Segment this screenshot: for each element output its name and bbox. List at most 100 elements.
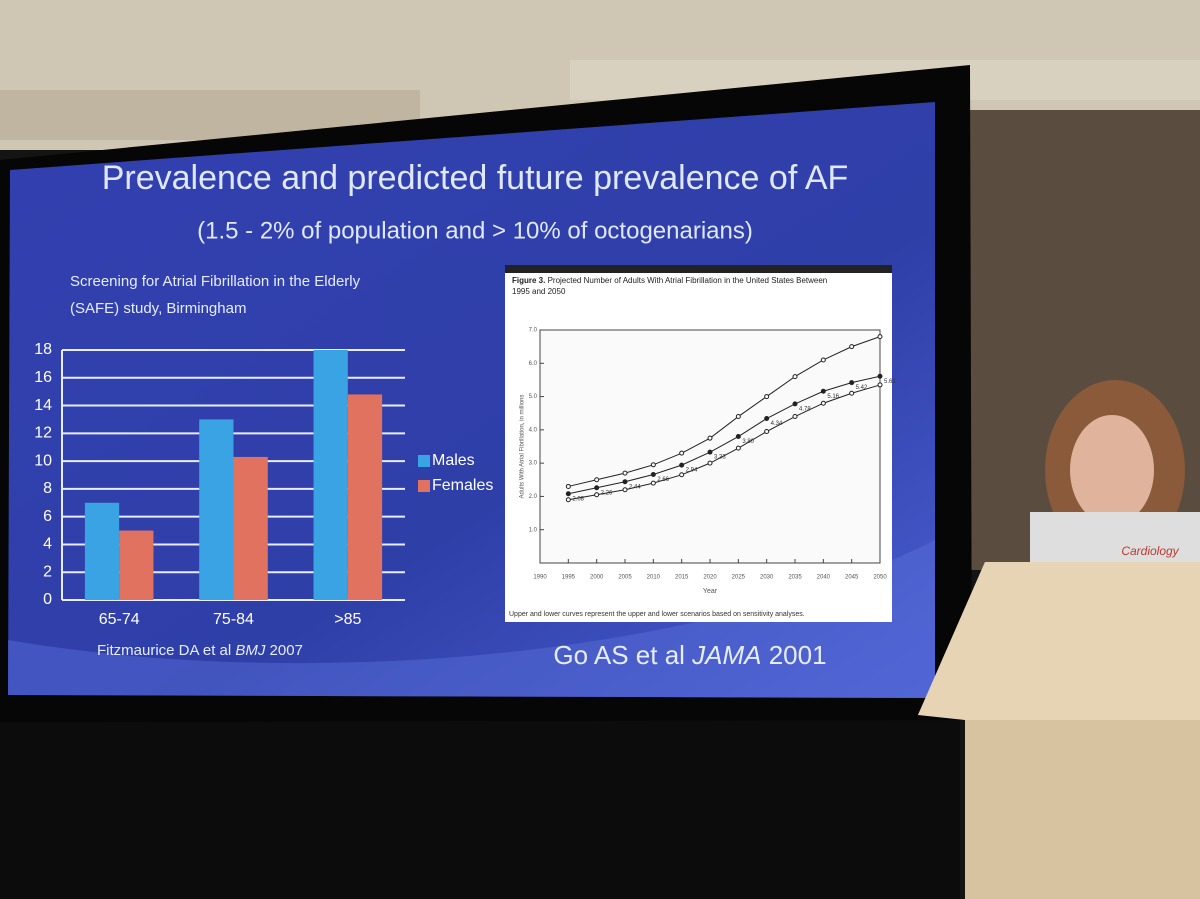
data-point	[707, 460, 713, 466]
data-point	[565, 491, 571, 497]
chart-source-part: Go AS et al	[553, 640, 692, 670]
stage	[0, 720, 960, 899]
figure-bar	[505, 265, 892, 273]
data-point	[877, 334, 883, 340]
data-point	[707, 435, 713, 441]
x-tick-label: 2045	[845, 575, 859, 581]
chart-title: (SAFE) study, Birmingham	[70, 300, 246, 317]
data-point	[565, 497, 571, 503]
presenter-face	[1070, 415, 1154, 525]
data-point	[735, 434, 741, 440]
bar	[233, 456, 268, 600]
chart-source-part: 2001	[762, 640, 827, 670]
plot-area	[539, 329, 881, 564]
data-point	[792, 374, 798, 380]
data-label: 5.42	[856, 385, 868, 391]
x-tick-label: 65-74	[99, 611, 140, 628]
bar	[199, 419, 234, 600]
charts: Screening for Atrial Fibrillation in the…	[34, 273, 896, 670]
bar	[313, 350, 348, 600]
data-point	[650, 471, 656, 477]
x-tick-label: 75-84	[213, 611, 254, 628]
x-tick-label: 2025	[732, 575, 746, 581]
legend-label: Females	[432, 477, 493, 494]
y-tick-label: 8	[43, 480, 52, 497]
chart-title-part: Projected Number of Adults With Atrial F…	[545, 276, 827, 285]
data-point	[764, 429, 770, 435]
data-point	[622, 479, 628, 485]
y-tick-label: 5.0	[529, 394, 538, 400]
data-point	[792, 414, 798, 420]
y-tick-label: 7.0	[529, 328, 538, 334]
x-tick-label: 2030	[760, 575, 774, 581]
x-tick-label: 2005	[618, 575, 632, 581]
chart-title: Screening for Atrial Fibrillation in the…	[70, 273, 361, 290]
podium-top	[918, 562, 1200, 720]
data-point	[622, 470, 628, 476]
data-point	[820, 357, 826, 363]
x-tick-label: 2050	[873, 575, 887, 581]
y-tick-label: 2.0	[529, 494, 538, 500]
data-point	[792, 401, 798, 407]
x-axis-label: Year	[703, 588, 718, 595]
data-point	[764, 416, 770, 422]
slide-title: Prevalence and predicted future prevalen…	[102, 159, 849, 197]
x-tick-label: 2035	[788, 575, 802, 581]
y-tick-label: 18	[34, 341, 52, 358]
y-tick-label: 16	[34, 369, 52, 386]
slide-subtitle: (1.5 - 2% of population and > 10% of oct…	[197, 217, 753, 244]
data-point	[849, 380, 855, 386]
x-tick-label: 2010	[647, 575, 661, 581]
slide-swoosh	[8, 540, 935, 698]
data-point	[622, 487, 628, 493]
data-label: 5.61	[884, 379, 896, 385]
figure-note: Upper and lower curves represent the upp…	[509, 611, 805, 618]
data-point	[565, 483, 571, 489]
legend-swatch	[418, 455, 430, 467]
chart-source: Fitzmaurice DA et al BMJ 2007	[97, 642, 303, 659]
y-tick-label: 4	[43, 536, 52, 553]
y-axis-label: Adults With Atrial Fibrillation, in mill…	[520, 394, 526, 498]
x-tick-label: 1995	[562, 575, 576, 581]
chart-source-part: JAMA	[691, 640, 761, 670]
data-point	[849, 390, 855, 396]
x-tick-label: 2000	[590, 575, 604, 581]
y-tick-label: 12	[34, 425, 52, 442]
series-line	[568, 384, 881, 501]
data-point	[764, 394, 770, 400]
data-point	[820, 400, 826, 406]
chart-title: Figure 3. Projected Number of Adults Wit…	[512, 276, 827, 285]
y-tick-label: 6.0	[529, 361, 538, 367]
data-point	[849, 344, 855, 350]
x-tick-label: 2020	[703, 575, 717, 581]
legend-swatch	[418, 480, 430, 492]
y-tick-label: 14	[34, 397, 52, 414]
data-point	[650, 480, 656, 486]
data-point	[679, 462, 685, 468]
data-point	[594, 492, 600, 498]
data-point	[707, 449, 713, 455]
y-tick-label: 1.0	[529, 527, 538, 533]
data-point	[735, 414, 741, 420]
laptop-label: Cardiology	[1121, 544, 1179, 558]
series-line	[568, 375, 881, 495]
y-tick-label: 2	[43, 563, 52, 580]
chart-title: 1995 and 2050	[512, 287, 566, 296]
bar	[84, 502, 120, 600]
x-tick-label: 1990	[533, 575, 547, 581]
data-point	[650, 462, 656, 468]
y-tick-label: 6	[43, 508, 52, 525]
data-point	[877, 382, 883, 388]
data-point	[594, 485, 600, 491]
data-point	[594, 477, 600, 483]
chart-source-part: Fitzmaurice DA et al	[97, 642, 235, 659]
data-point	[679, 472, 685, 478]
legend-label: Males	[432, 452, 475, 469]
data-point	[877, 373, 883, 379]
chart-title-part: Figure 3.	[512, 276, 545, 285]
data-label: 4.78	[799, 406, 811, 412]
data-label: 4.34	[771, 421, 783, 427]
chart-source-part: 2007	[265, 642, 303, 659]
